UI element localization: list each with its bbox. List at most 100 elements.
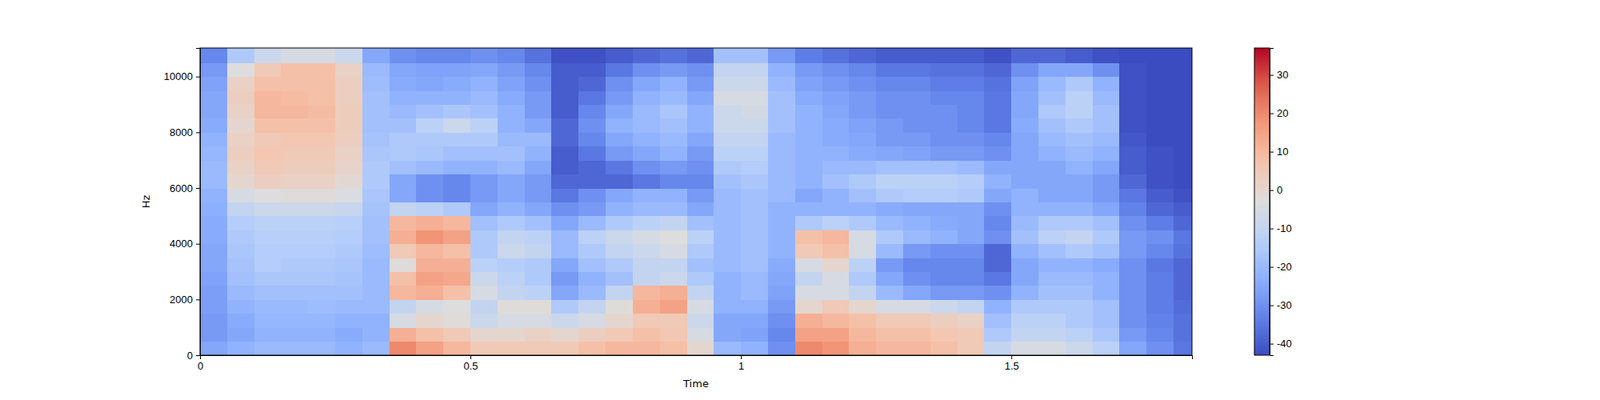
spectrogram-cell	[280, 188, 308, 203]
spectrogram-cell	[308, 201, 336, 216]
spectrogram-cell	[443, 146, 471, 161]
spectrogram-cell	[984, 229, 1012, 244]
spectrogram-cell	[740, 313, 768, 328]
spectrogram-cell	[984, 90, 1012, 105]
spectrogram-cell	[1065, 62, 1093, 77]
spectrogram-cell	[713, 146, 741, 161]
spectrogram-cell	[280, 104, 308, 120]
spectrogram-cell	[389, 313, 417, 328]
spectrogram-cell	[524, 188, 552, 203]
spectrogram-cell	[957, 90, 985, 105]
spectrogram-cell	[957, 201, 985, 216]
spectrogram-cell	[227, 201, 255, 216]
spectrogram-cell	[578, 257, 606, 272]
spectrogram-cell	[984, 216, 1012, 231]
spectrogram-cell	[822, 48, 850, 64]
spectrogram-cell	[957, 188, 985, 203]
tick-label: 0	[187, 349, 193, 362]
spectrogram-cell	[1011, 272, 1039, 287]
spectrogram-cell	[200, 132, 228, 147]
spectrogram-cell	[335, 188, 363, 203]
spectrogram-cell	[605, 229, 633, 244]
spectrogram-cell	[200, 229, 228, 244]
spectrogram-cell	[416, 299, 444, 314]
spectrogram-cell	[551, 174, 579, 189]
spectrogram-cell	[1146, 229, 1174, 244]
spectrogram-cell	[660, 257, 688, 272]
spectrogram-cell	[687, 327, 715, 342]
spectrogram-cell	[1065, 104, 1093, 120]
spectrogram-cell	[1092, 160, 1120, 175]
spectrogram-cell	[903, 118, 931, 133]
spectrogram-cell	[713, 104, 741, 120]
spectrogram-cell	[795, 313, 823, 328]
spectrogram-cell	[308, 272, 336, 287]
spectrogram-cell	[740, 244, 768, 259]
spectrogram-cell	[227, 216, 255, 231]
spectrogram-cell	[713, 62, 741, 77]
spectrogram-cell	[605, 160, 633, 175]
spectrogram-cell	[578, 216, 606, 231]
spectrogram-cell	[389, 62, 417, 77]
spectrogram-cell	[280, 299, 308, 314]
spectrogram-cell	[416, 104, 444, 120]
spectrogram-cell	[254, 104, 282, 120]
spectrogram-cell	[713, 244, 741, 259]
tick: 0	[187, 349, 200, 362]
spectrogram-cell	[389, 174, 417, 189]
spectrogram-cell	[1092, 285, 1120, 300]
spectrogram-cell	[1011, 104, 1039, 120]
spectrogram-cell	[740, 90, 768, 105]
spectrogram-cell	[957, 118, 985, 133]
spectrogram-cell	[280, 229, 308, 244]
spectrogram-cell	[280, 341, 308, 356]
spectrogram-cell	[605, 244, 633, 259]
spectrogram-cell	[957, 160, 985, 175]
spectrogram-cell	[1065, 285, 1093, 300]
spectrogram-cell	[957, 313, 985, 328]
spectrogram-cell	[795, 48, 823, 64]
spectrogram-cell	[984, 257, 1012, 272]
spectrogram-cell	[470, 160, 498, 175]
spectrogram-cell	[335, 327, 363, 342]
spectrogram-cell	[416, 341, 444, 356]
spectrogram-cell	[200, 327, 228, 342]
colorbar-axis: -40-30-20-100102030	[1269, 48, 1292, 356]
tick-mark	[196, 132, 200, 133]
spectrogram-cell	[903, 313, 931, 328]
spectrogram-cell	[335, 244, 363, 259]
tick: -10	[1269, 222, 1292, 235]
spectrogram-cell	[578, 62, 606, 77]
spectrogram-cell	[903, 146, 931, 161]
spectrogram-cell	[1065, 201, 1093, 216]
spectrogram-cell	[497, 146, 525, 161]
spectrogram-cell	[984, 327, 1012, 342]
spectrogram-cell	[200, 188, 228, 203]
spectrogram-cell	[687, 285, 715, 300]
spectrogram-cell	[632, 48, 660, 64]
spectrogram-cell	[1146, 62, 1174, 77]
spectrogram-cell	[1146, 174, 1174, 189]
spectrogram-cell	[551, 216, 579, 231]
tick-mark	[1269, 267, 1274, 268]
spectrogram-cell	[280, 146, 308, 161]
spectrogram-cell	[443, 76, 471, 92]
spectrogram-cell	[848, 327, 876, 342]
spectrogram-cell	[389, 132, 417, 147]
spectrogram-cell	[876, 188, 904, 203]
spectrogram-cell	[687, 313, 715, 328]
spectrogram-cell	[497, 90, 525, 105]
spectrogram-cell	[254, 244, 282, 259]
spectrogram-cell	[551, 257, 579, 272]
spectrogram-cell	[1146, 90, 1174, 105]
spectrogram-cell	[1173, 104, 1192, 120]
spectrogram-cell	[280, 118, 308, 133]
spectrogram-cell	[876, 160, 904, 175]
spectrogram-cell	[687, 244, 715, 259]
spectrogram-cell	[687, 62, 715, 77]
tick: 4000	[169, 237, 200, 250]
spectrogram-cell	[1119, 257, 1147, 272]
spectrogram-cell	[605, 216, 633, 231]
spectrogram-cell	[416, 272, 444, 287]
spectrogram-cell	[1038, 118, 1066, 133]
